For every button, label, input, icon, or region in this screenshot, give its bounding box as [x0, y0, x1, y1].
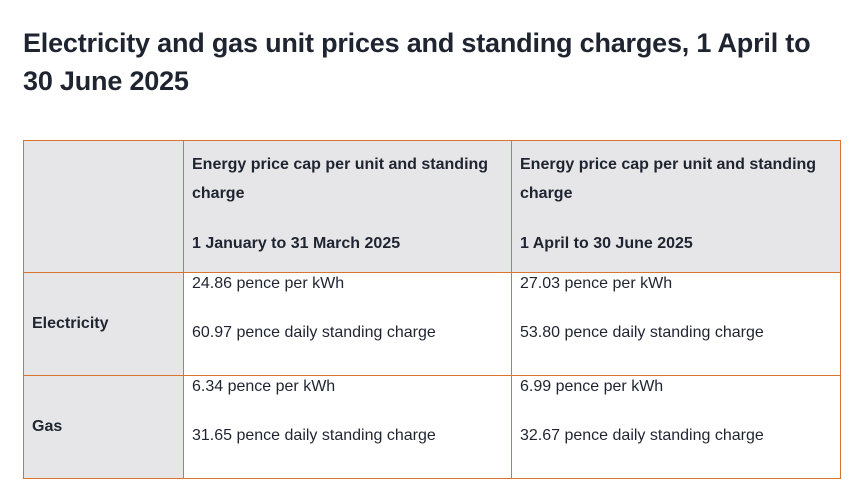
standing-charge: 53.80 pence daily standing charge [520, 324, 764, 341]
page-title: Electricity and gas unit prices and stan… [23, 28, 811, 96]
row-label-electricity: Electricity [23, 272, 184, 376]
electricity-apr-jun-cell: 27.03 pence per kWh 53.80 pence daily st… [511, 272, 841, 376]
unit-rate: 6.99 pence per kWh [520, 378, 664, 395]
unit-rate: 24.86 pence per kWh [192, 275, 345, 292]
column-period: 1 April to 30 June 2025 [520, 235, 693, 252]
column-header-apr-jun: Energy price cap per unit and standing c… [511, 140, 841, 273]
standing-charge: 31.65 pence daily standing charge [192, 427, 436, 444]
row-label-gas: Gas [23, 375, 184, 479]
column-heading: Energy price cap per unit and standing c… [520, 156, 817, 202]
table-corner-cell [23, 140, 184, 273]
standing-charge: 32.67 pence daily standing charge [520, 427, 764, 444]
column-heading: Energy price cap per unit and standing c… [192, 156, 489, 202]
electricity-jan-mar-cell: 24.86 pence per kWh 60.97 pence daily st… [183, 272, 512, 376]
table-row-gas: Gas 6.34 pence per kWh 31.65 pence daily… [23, 375, 841, 479]
column-period: 1 January to 31 March 2025 [192, 235, 401, 252]
price-cap-table: Energy price cap per unit and standing c… [23, 140, 841, 479]
table-header-row: Energy price cap per unit and standing c… [23, 140, 841, 273]
unit-rate: 27.03 pence per kWh [520, 275, 673, 292]
column-header-jan-mar: Energy price cap per unit and standing c… [183, 140, 512, 273]
unit-rate: 6.34 pence per kWh [192, 378, 336, 395]
table-row-electricity: Electricity 24.86 pence per kWh 60.97 pe… [23, 272, 841, 376]
gas-apr-jun-cell: 6.99 pence per kWh 32.67 pence daily sta… [511, 375, 841, 479]
standing-charge: 60.97 pence daily standing charge [192, 324, 436, 341]
gas-jan-mar-cell: 6.34 pence per kWh 31.65 pence daily sta… [183, 375, 512, 479]
